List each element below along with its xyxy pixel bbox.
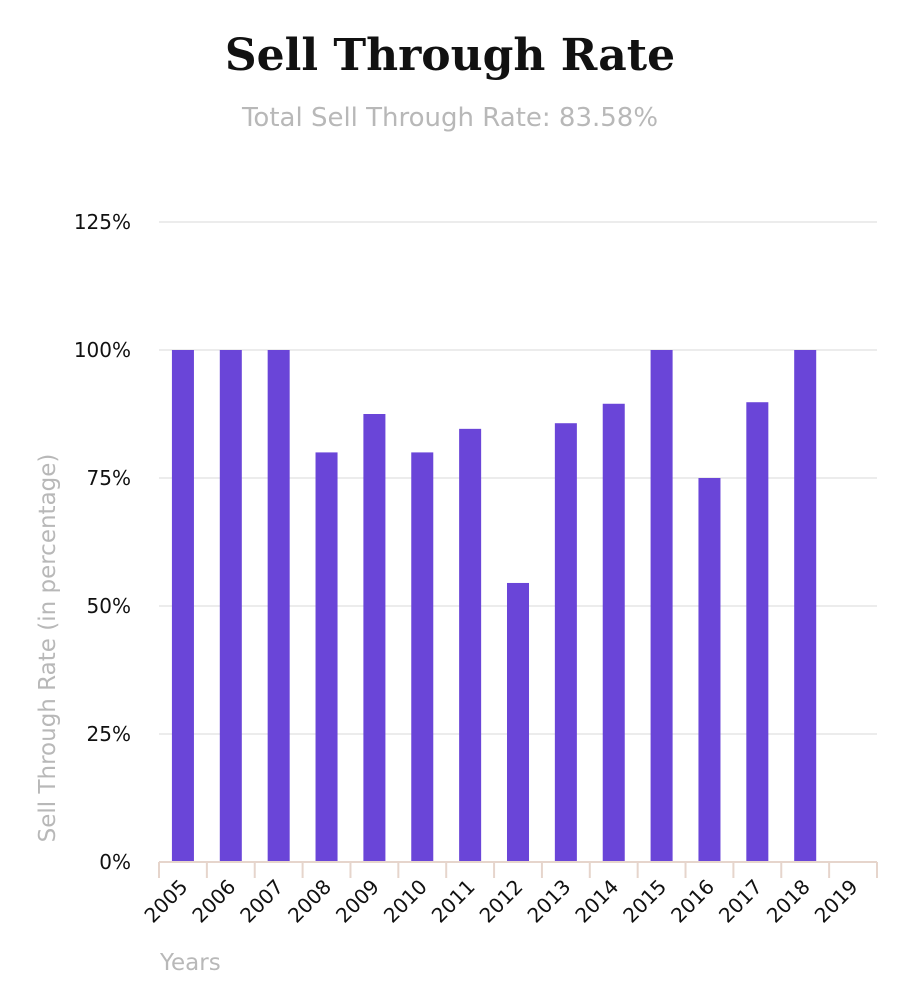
x-axis [158,861,878,878]
y-tick-label: 125% [74,210,131,234]
x-tick-label: 2007 [235,875,288,928]
x-tick-label: 2015 [618,875,671,928]
x-tick-label: 2017 [714,875,767,928]
x-tick-label: 2008 [283,875,336,928]
x-tick-label: 2009 [331,875,384,928]
x-tick-label: 2005 [140,875,193,928]
x-axis-label: Years [159,950,221,976]
bar-2017 [746,402,769,862]
bar-2016 [698,478,721,862]
bar-2015 [650,350,673,862]
bar-2014 [602,403,625,862]
x-tick-label: 2012 [475,875,528,928]
x-tick-label: 2018 [762,875,815,928]
y-tick-labels: 0% 25% 50% 75% 100% 125% [74,210,131,874]
bar-2009 [363,414,386,862]
x-tick-label: 2006 [187,875,240,928]
y-tick-label: 0% [99,850,131,874]
y-tick-label: 100% [74,338,131,362]
x-tick-label: 2016 [666,875,719,928]
bar-2007 [267,350,290,862]
x-tick-label: 2014 [570,875,623,928]
chart-title: Sell Through Rate [225,30,675,81]
bar-2006 [219,350,242,862]
bar-2005 [171,350,194,862]
y-axis-label: Sell Through Rate (in percentage) [35,454,61,843]
x-tick-label: 2019 [810,875,863,928]
y-tick-label: 50% [87,594,131,618]
y-tick-label: 25% [87,722,131,746]
x-tick-label: 2011 [427,875,480,928]
bar-2013 [554,423,577,862]
bar-2012 [506,582,530,862]
bar-2018 [794,350,817,862]
x-tick-label: 2013 [522,875,575,928]
bar-2010 [411,452,434,862]
chart-subtitle: Total Sell Through Rate: 83.58% [241,103,658,133]
bar-2011 [459,428,482,862]
x-tick-labels: 2005200620072008200920102011201220132014… [140,875,863,928]
y-tick-label: 75% [87,466,131,490]
bars [171,350,817,862]
x-tick-label: 2010 [379,875,432,928]
bar-2008 [315,452,338,862]
